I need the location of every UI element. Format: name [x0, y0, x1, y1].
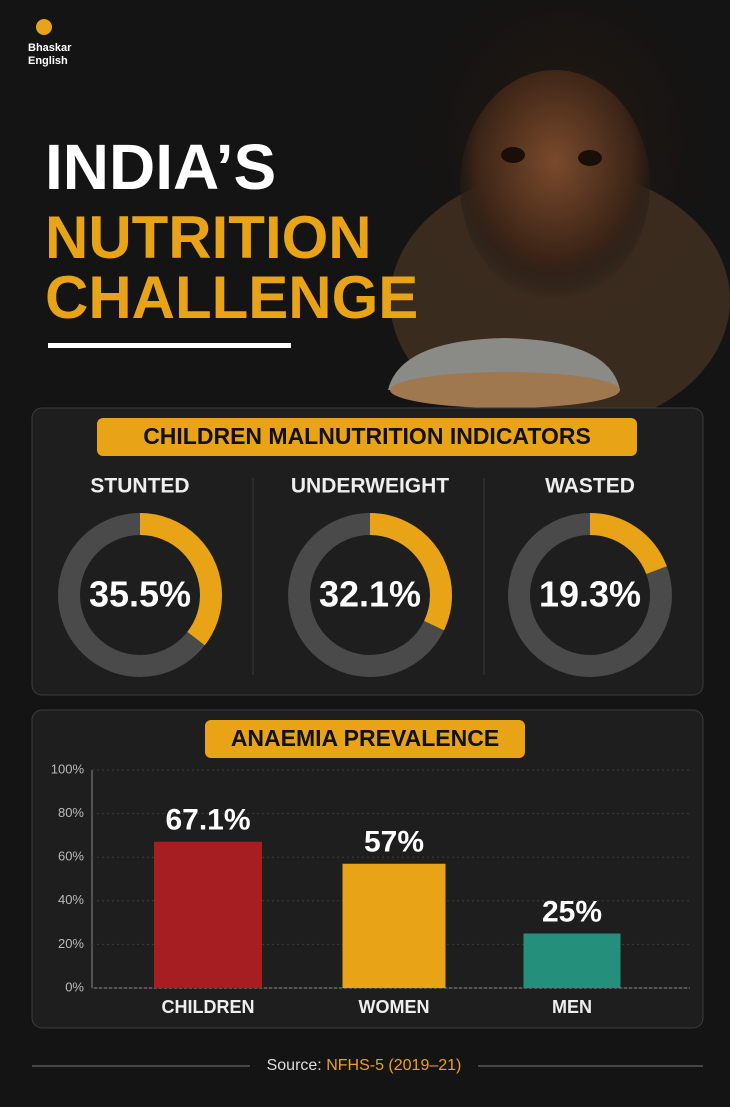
source: Source: NFHS-5 (2019–21)	[267, 1057, 462, 1074]
y-tick-label: 40%	[58, 892, 84, 907]
brand: English	[28, 55, 68, 67]
brand: Bhaskar	[28, 42, 72, 54]
value-label: 32.1%	[319, 574, 421, 615]
x-tick-label: WOMEN	[359, 997, 430, 1017]
value-label: 35.5%	[89, 574, 191, 615]
panel-title-pill	[205, 720, 525, 758]
donut-arc	[508, 513, 672, 677]
brand-logo	[36, 19, 52, 35]
title-underline	[48, 343, 291, 348]
bar	[154, 841, 262, 988]
donut-arc	[58, 513, 222, 677]
y-tick-label: 0%	[65, 979, 84, 994]
source-label: Source:	[267, 1057, 322, 1074]
bar	[342, 863, 446, 988]
value-label: 19.3%	[539, 574, 641, 615]
category-label: WASTED	[545, 475, 635, 498]
panel-title-pill	[97, 418, 637, 456]
value-label: 57%	[364, 826, 424, 859]
donut-arc	[288, 513, 452, 677]
photo	[388, 0, 730, 430]
category-label: STUNTED	[90, 475, 189, 498]
bar	[523, 933, 621, 988]
title: CHALLENGE	[45, 264, 418, 331]
y-tick-label: 100%	[51, 761, 85, 776]
x-tick-label: CHILDREN	[162, 997, 255, 1017]
y-tick-label: 20%	[58, 936, 84, 951]
value-label: 25%	[542, 895, 602, 928]
value-label: 67.1%	[165, 804, 250, 837]
x-tick-label: MEN	[552, 997, 592, 1017]
title: INDIA’S	[45, 131, 276, 203]
category-label: UNDERWEIGHT	[291, 475, 449, 498]
y-tick-label: 60%	[58, 849, 84, 864]
y-tick-label: 80%	[58, 805, 84, 820]
panel-title: CHILDREN MALNUTRITION INDICATORS	[143, 423, 591, 449]
source-value: NFHS-5 (2019–21)	[326, 1057, 461, 1074]
title: NUTRITION	[45, 204, 372, 271]
panel-title: ANAEMIA PREVALENCE	[231, 725, 499, 751]
